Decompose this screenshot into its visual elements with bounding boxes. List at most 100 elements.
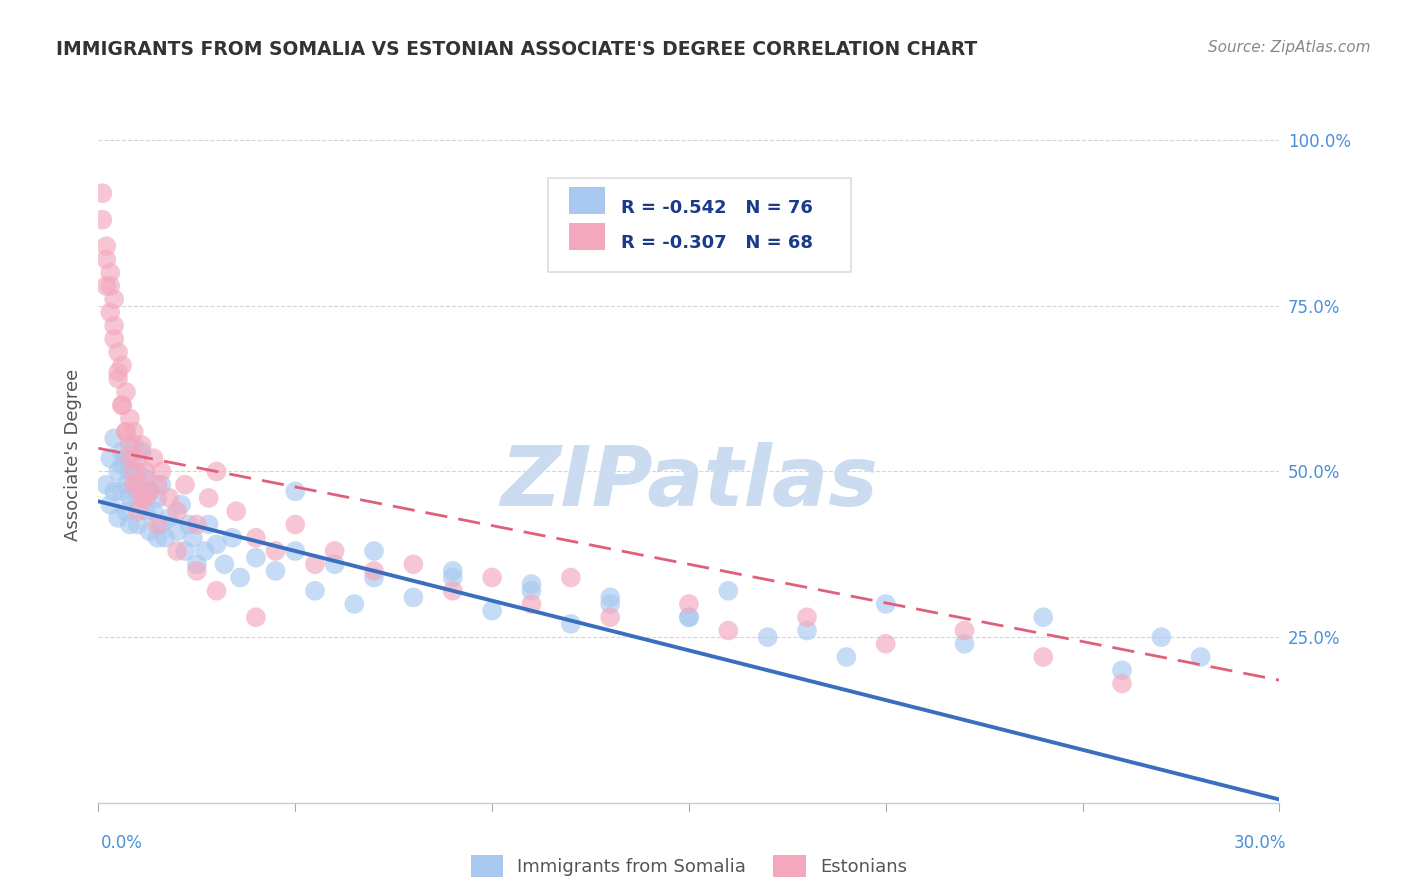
Point — [107, 511, 129, 525]
Point — [127, 451, 149, 466]
Point — [1032, 610, 1054, 624]
Text: R = -0.307   N = 68: R = -0.307 N = 68 — [621, 234, 814, 252]
Point — [481, 570, 503, 584]
Point — [599, 591, 621, 605]
Point — [229, 570, 252, 584]
Point — [264, 564, 287, 578]
Text: IMMIGRANTS FROM SOMALIA VS ESTONIAN ASSOCIATE'S DEGREE CORRELATION CHART: IMMIGRANTS FROM SOMALIA VS ESTONIAN ASSO… — [56, 40, 977, 59]
Point — [103, 484, 125, 499]
Point — [146, 477, 169, 491]
Point — [304, 583, 326, 598]
Point — [103, 431, 125, 445]
Point — [111, 398, 134, 412]
Point — [122, 465, 145, 479]
Point — [284, 544, 307, 558]
Point — [284, 484, 307, 499]
Point — [157, 511, 180, 525]
Point — [98, 279, 121, 293]
Point — [441, 564, 464, 578]
Point — [138, 524, 160, 538]
Point — [96, 279, 118, 293]
Point — [717, 624, 740, 638]
Point — [441, 570, 464, 584]
Point — [96, 252, 118, 267]
Point — [323, 544, 346, 558]
Point — [115, 425, 138, 439]
Text: R = -0.542   N = 76: R = -0.542 N = 76 — [621, 199, 813, 217]
Point — [1111, 663, 1133, 677]
Point — [135, 504, 157, 518]
Point — [174, 477, 197, 491]
Point — [115, 425, 138, 439]
Text: 30.0%: 30.0% — [1234, 834, 1286, 852]
Point — [177, 517, 200, 532]
Point — [1150, 630, 1173, 644]
Point — [138, 484, 160, 499]
Point — [131, 444, 153, 458]
Point — [205, 583, 228, 598]
Point — [953, 637, 976, 651]
Text: 0.0%: 0.0% — [101, 834, 143, 852]
Point — [186, 558, 208, 572]
Point — [131, 438, 153, 452]
Point — [225, 504, 247, 518]
Point — [343, 597, 366, 611]
Point — [756, 630, 779, 644]
Point — [520, 597, 543, 611]
Point — [717, 583, 740, 598]
Point — [115, 477, 138, 491]
Point — [146, 517, 169, 532]
Point — [131, 484, 153, 499]
Point — [284, 517, 307, 532]
Point — [953, 624, 976, 638]
Point — [599, 610, 621, 624]
Point — [264, 544, 287, 558]
Legend: Immigrants from Somalia, Estonians: Immigrants from Somalia, Estonians — [464, 847, 914, 884]
Point — [111, 398, 134, 412]
Point — [520, 583, 543, 598]
Point — [245, 550, 267, 565]
Point — [166, 524, 188, 538]
Point — [98, 266, 121, 280]
Point — [96, 477, 118, 491]
Point — [166, 544, 188, 558]
Y-axis label: Associate's Degree: Associate's Degree — [63, 368, 82, 541]
Point — [205, 465, 228, 479]
Point — [115, 504, 138, 518]
Point — [118, 411, 141, 425]
Point — [118, 517, 141, 532]
Point — [146, 531, 169, 545]
Point — [111, 444, 134, 458]
Text: Source: ZipAtlas.com: Source: ZipAtlas.com — [1208, 40, 1371, 55]
Point — [402, 558, 425, 572]
Point — [181, 531, 204, 545]
Point — [98, 498, 121, 512]
Point — [221, 531, 243, 545]
Point — [174, 544, 197, 558]
Point — [127, 491, 149, 505]
Point — [118, 438, 141, 452]
Point — [142, 504, 165, 518]
Point — [304, 558, 326, 572]
Point — [678, 610, 700, 624]
Point — [520, 577, 543, 591]
Point — [186, 517, 208, 532]
Point — [186, 564, 208, 578]
Point — [363, 570, 385, 584]
Point — [599, 597, 621, 611]
Point — [150, 477, 173, 491]
Point — [245, 610, 267, 624]
Point — [402, 591, 425, 605]
Point — [150, 465, 173, 479]
Point — [107, 365, 129, 379]
Point — [796, 624, 818, 638]
Point — [194, 544, 217, 558]
Point — [560, 570, 582, 584]
Point — [197, 491, 219, 505]
Point — [142, 451, 165, 466]
Text: ZIPatlas: ZIPatlas — [501, 442, 877, 524]
Point — [111, 458, 134, 472]
Point — [103, 318, 125, 333]
Point — [107, 465, 129, 479]
Point — [98, 451, 121, 466]
